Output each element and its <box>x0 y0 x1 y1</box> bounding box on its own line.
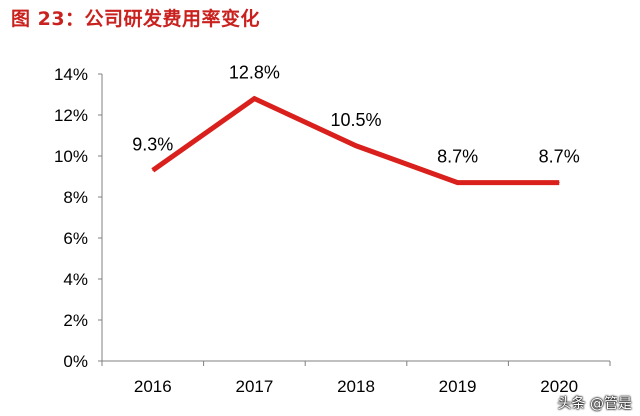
data-point <box>253 98 255 100</box>
x-tick-label: 2018 <box>337 377 375 396</box>
x-tick-label: 2017 <box>235 377 273 396</box>
data-label: 8.7% <box>539 147 580 167</box>
chart-title: 图 23：公司研发费用率变化 <box>11 8 261 30</box>
data-point <box>457 182 459 184</box>
y-tick-label: 10% <box>54 147 88 166</box>
x-tick-label: 2016 <box>134 377 172 396</box>
data-point <box>355 145 357 147</box>
y-tick-label: 4% <box>63 270 88 289</box>
y-tick-label: 14% <box>54 65 88 84</box>
y-tick-label: 8% <box>63 188 88 207</box>
y-tick-label: 2% <box>63 311 88 330</box>
data-label: 8.7% <box>437 147 478 167</box>
y-tick-label: 6% <box>63 229 88 248</box>
y-axis-ticks: 0% 2% 4% 6% 8% 10% 12% 14% <box>54 65 102 371</box>
data-point <box>152 169 154 171</box>
watermark: 头条 @管是 <box>557 396 632 412</box>
data-label: 9.3% <box>132 134 173 154</box>
data-labels: 9.3% 12.8% 10.5% 8.7% 8.7% <box>132 63 579 167</box>
data-label: 10.5% <box>330 110 381 130</box>
y-tick-label: 12% <box>54 106 88 125</box>
x-tick-label: 2019 <box>439 377 477 396</box>
data-points <box>152 98 560 184</box>
y-tick-label: 0% <box>63 352 88 371</box>
x-tick-label: 2020 <box>540 377 578 396</box>
data-point <box>558 182 560 184</box>
data-label: 12.8% <box>229 63 280 83</box>
x-axis-ticks: 2016 2017 2018 2019 2020 <box>101 361 611 396</box>
